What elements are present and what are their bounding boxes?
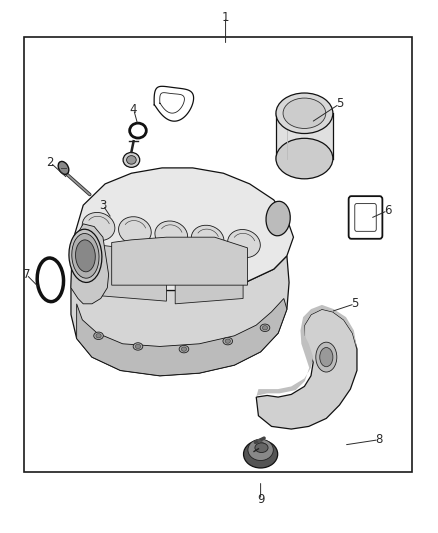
Ellipse shape (276, 93, 333, 134)
FancyBboxPatch shape (349, 196, 382, 239)
Ellipse shape (127, 156, 136, 164)
Ellipse shape (255, 443, 268, 453)
Ellipse shape (260, 324, 270, 332)
Polygon shape (71, 243, 289, 376)
Bar (24, 37, 412, 472)
Text: 5: 5 (336, 98, 343, 110)
Ellipse shape (155, 221, 187, 249)
Ellipse shape (276, 138, 333, 179)
Polygon shape (154, 86, 194, 121)
Polygon shape (175, 253, 243, 304)
Text: 3: 3 (99, 199, 106, 212)
Text: 8: 8 (375, 433, 382, 446)
Ellipse shape (96, 334, 101, 338)
Ellipse shape (123, 152, 140, 167)
Polygon shape (112, 237, 247, 285)
Ellipse shape (181, 347, 187, 351)
Ellipse shape (266, 201, 290, 236)
Ellipse shape (69, 229, 102, 282)
Text: 6: 6 (384, 204, 392, 217)
Ellipse shape (135, 344, 141, 349)
Ellipse shape (179, 345, 189, 353)
Polygon shape (72, 168, 293, 290)
Polygon shape (77, 298, 287, 376)
Ellipse shape (228, 230, 260, 257)
Polygon shape (160, 93, 184, 113)
Ellipse shape (94, 332, 103, 340)
FancyBboxPatch shape (355, 204, 376, 231)
Text: 2: 2 (46, 156, 54, 169)
Ellipse shape (191, 225, 224, 253)
Ellipse shape (58, 161, 69, 174)
Ellipse shape (316, 342, 337, 372)
Text: 5: 5 (351, 297, 358, 310)
Ellipse shape (75, 240, 95, 272)
Ellipse shape (320, 348, 333, 367)
Ellipse shape (82, 213, 115, 240)
Ellipse shape (283, 98, 326, 128)
Ellipse shape (244, 440, 278, 468)
Ellipse shape (72, 233, 99, 278)
Ellipse shape (223, 337, 233, 345)
Ellipse shape (119, 217, 151, 245)
Polygon shape (71, 224, 109, 304)
Polygon shape (276, 114, 333, 159)
Ellipse shape (225, 339, 230, 343)
Ellipse shape (248, 439, 273, 461)
Ellipse shape (133, 343, 143, 350)
Polygon shape (101, 245, 166, 301)
Polygon shape (256, 305, 357, 397)
Text: 7: 7 (22, 268, 30, 281)
Ellipse shape (262, 326, 268, 330)
Text: 4: 4 (130, 103, 138, 116)
Text: 9: 9 (257, 494, 265, 506)
Text: 1: 1 (222, 11, 230, 23)
Polygon shape (256, 309, 357, 429)
